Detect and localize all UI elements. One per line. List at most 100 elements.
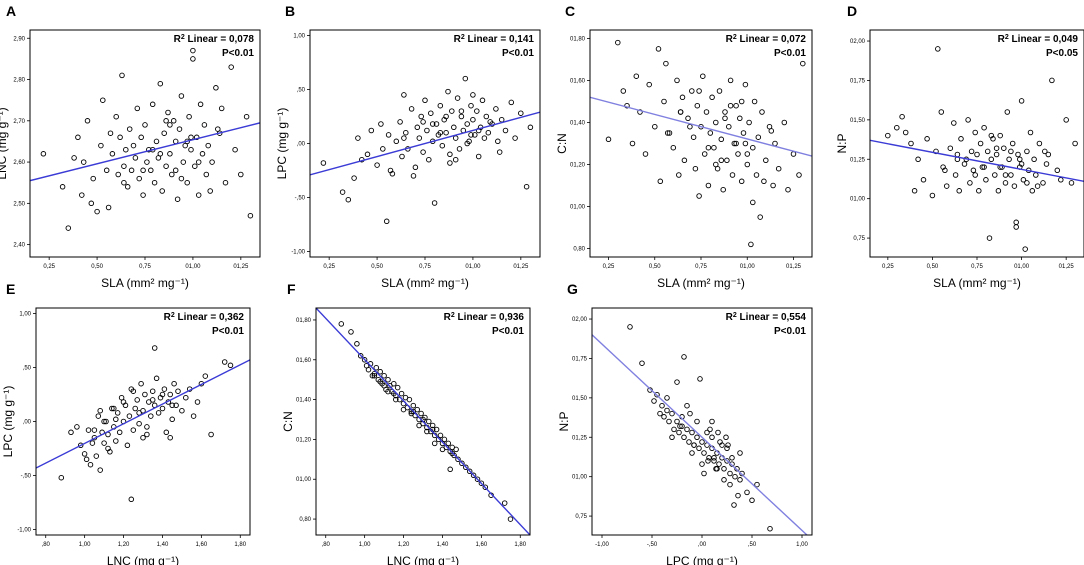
point-d	[935, 46, 941, 52]
point-c	[740, 130, 747, 136]
point-c	[796, 172, 802, 178]
point-b	[523, 183, 530, 190]
point-d	[984, 148, 991, 155]
y-tick-f: 0,80	[299, 517, 311, 523]
point-d	[1031, 156, 1037, 163]
point-a	[75, 134, 81, 141]
point-e	[149, 397, 156, 403]
x-tick-c: 01,00	[740, 264, 756, 270]
point-e	[101, 440, 107, 446]
point-e	[169, 416, 175, 423]
point-d	[992, 172, 998, 178]
point-c	[722, 115, 728, 122]
p-annotation-e: P<0.01	[212, 326, 244, 337]
point-d	[1033, 172, 1039, 178]
plot-frame-f	[315, 307, 531, 536]
y-axis-label-c: C:N	[555, 133, 569, 154]
point-a	[157, 80, 164, 87]
point-e	[153, 375, 160, 382]
point-d	[1063, 117, 1069, 123]
point-c	[750, 199, 756, 206]
point-f	[406, 396, 413, 403]
y-tick-d: 01,75	[850, 78, 866, 84]
x-tick-b: 0,75	[419, 264, 431, 270]
y-tick-g: 01,50	[572, 396, 588, 402]
point-g	[709, 418, 715, 425]
point-c	[677, 109, 684, 115]
point-a	[124, 184, 131, 190]
point-d	[920, 177, 927, 183]
y-axis-label-b: LPC (mg g⁻¹)	[275, 108, 289, 180]
y-tick-a: 2,60	[13, 160, 25, 166]
x-tick-d: 0,25	[882, 264, 894, 270]
point-b	[397, 119, 403, 125]
point-g	[715, 429, 721, 436]
x-tick-d: 01,00	[1014, 264, 1030, 270]
point-c	[735, 151, 741, 157]
point-g	[676, 429, 682, 436]
point-e	[101, 418, 107, 425]
point-d	[894, 124, 900, 131]
point-c	[633, 73, 640, 79]
point-f	[418, 410, 424, 417]
point-e	[190, 413, 197, 419]
point-c	[655, 46, 662, 52]
point-c	[670, 144, 677, 151]
panel-c: C 0,25 0,50 0,75 01,00 01,25 0,80 01,00 01,20 01,…	[555, 3, 813, 290]
point-c	[727, 102, 734, 109]
point-g	[754, 481, 760, 488]
p-annotation-g: P<0.01	[774, 326, 806, 337]
y-tick-a: 2,90	[13, 36, 25, 42]
point-c	[724, 157, 730, 164]
point-e	[89, 440, 96, 446]
point-b	[416, 135, 423, 141]
point-b	[401, 92, 407, 98]
point-c	[605, 136, 612, 143]
point-c	[705, 144, 712, 151]
point-d	[993, 145, 1000, 151]
point-d	[1004, 109, 1011, 115]
point-a	[186, 113, 192, 120]
point-g	[687, 410, 693, 417]
fit-line-a	[30, 122, 260, 182]
point-d	[972, 172, 978, 178]
point-e	[58, 474, 65, 481]
point-f	[393, 396, 399, 403]
point-c	[711, 144, 717, 151]
point-a	[238, 171, 244, 178]
point-a	[151, 179, 158, 186]
point-b	[443, 113, 449, 120]
point-b	[474, 108, 480, 114]
point-e	[105, 445, 111, 452]
point-a	[165, 109, 171, 116]
point-f	[482, 484, 489, 490]
point-b	[368, 127, 375, 134]
point-b	[470, 92, 476, 98]
point-f	[447, 466, 453, 473]
point-a	[188, 134, 194, 141]
point-g	[627, 324, 633, 330]
point-b	[452, 156, 459, 163]
point-c	[737, 115, 743, 122]
point-c	[755, 134, 762, 140]
points-e	[58, 345, 234, 503]
point-b	[431, 200, 438, 206]
point-a	[169, 171, 175, 178]
y-axis-label-e: LPC (mg g⁻¹)	[1, 386, 15, 458]
point-b	[383, 218, 390, 225]
point-g	[705, 458, 711, 464]
points-c	[605, 39, 806, 248]
point-e	[111, 405, 117, 412]
x-tick-e: 1,00	[79, 542, 91, 548]
r2-annotation-f: R2 Linear = 0,936	[444, 312, 525, 324]
point-g	[694, 418, 700, 425]
point-a	[203, 171, 210, 178]
x-tick-c: 0,75	[695, 264, 707, 270]
x-tick-f: ,80	[322, 542, 331, 548]
point-e	[194, 399, 201, 405]
point-e	[128, 496, 135, 503]
fit-line-f	[316, 308, 530, 535]
point-f	[410, 408, 417, 415]
point-f	[466, 468, 473, 475]
point-g	[689, 450, 695, 456]
